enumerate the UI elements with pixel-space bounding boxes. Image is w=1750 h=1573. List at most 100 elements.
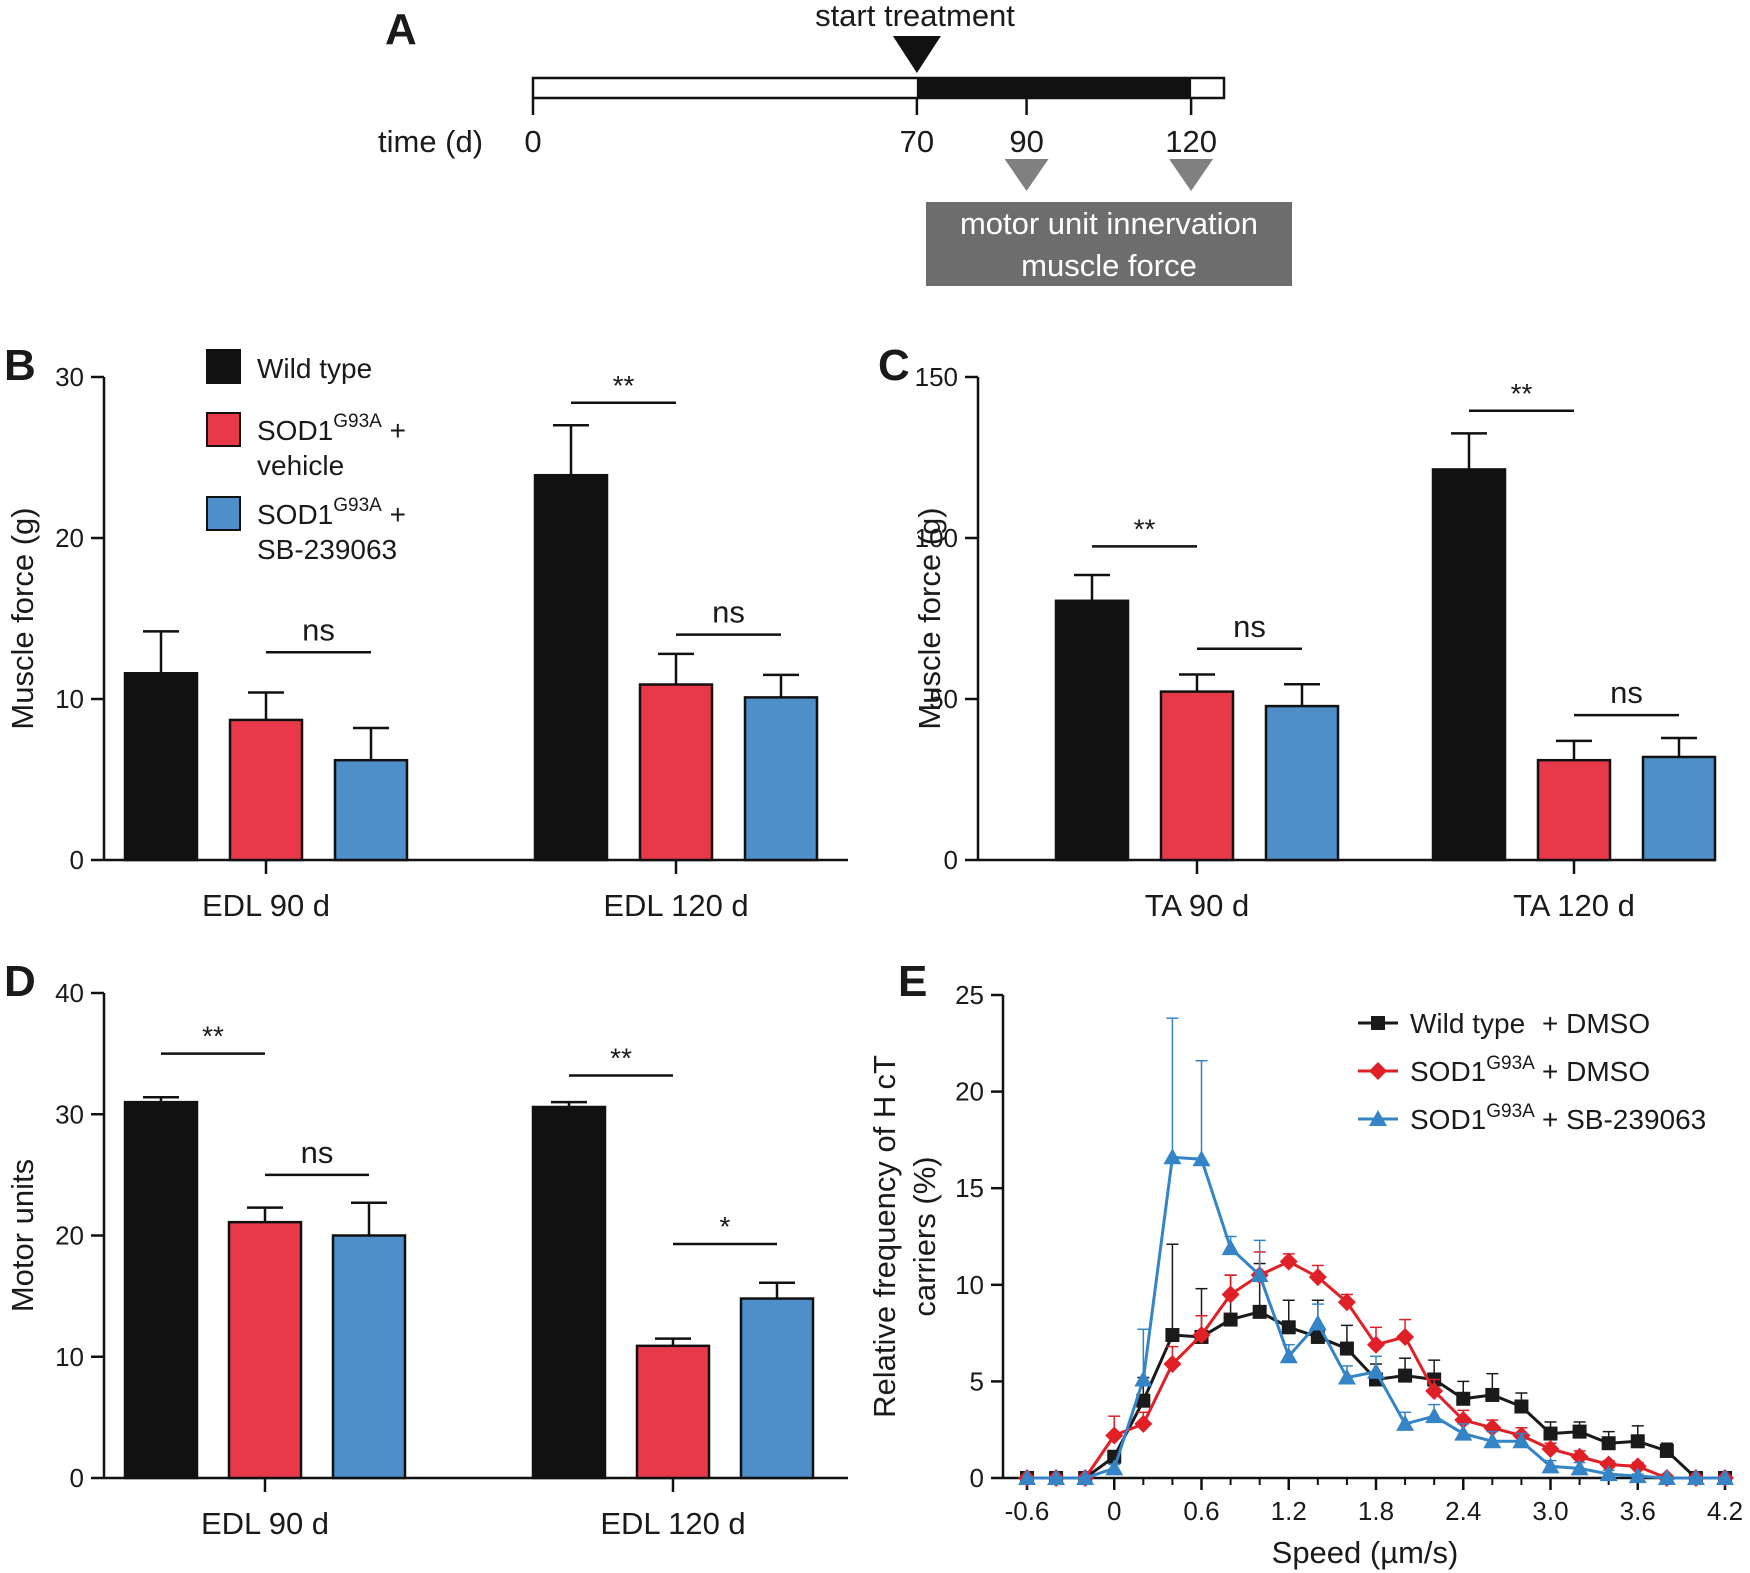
measurement-line-1: motor unit innervation [960, 206, 1258, 241]
x-tick-label: 3.0 [1532, 1496, 1568, 1526]
data-point [1367, 1335, 1385, 1354]
legend-label-name: Wild type [1410, 1008, 1525, 1039]
panel-label-a: A [385, 5, 417, 54]
y-tick-label: 0 [970, 1463, 984, 1493]
data-point [1018, 1469, 1036, 1485]
measurement-box [926, 202, 1292, 286]
y-tick-label: 10 [955, 1270, 984, 1300]
category-label: EDL 90 d [202, 888, 330, 923]
measurement-line-2: muscle force [1021, 248, 1197, 283]
bar [1159, 690, 1235, 862]
x-tick-label: 0 [1107, 1496, 1121, 1526]
legend-label-name: SOD1 [1410, 1104, 1486, 1135]
significance-label: * [720, 1211, 731, 1242]
measurement-marker [1169, 159, 1214, 191]
bar [531, 1105, 607, 1480]
data-point [1134, 1414, 1153, 1433]
significance-label: ** [613, 370, 635, 401]
data-point [1163, 1148, 1182, 1165]
chart-c-muscle-force-ta: C 0 50 100 150 Muscle force (g) TA 90 d ** ns TA … [878, 341, 1717, 923]
y-tick-label: 20 [55, 523, 84, 553]
legend-label-suffix: + [382, 499, 406, 530]
x-tick-label: 1.8 [1358, 1496, 1394, 1526]
legend-swatch [206, 412, 241, 447]
panel-label: D [4, 957, 36, 1006]
category-label: EDL 90 d [201, 1506, 329, 1541]
data-point [1396, 1414, 1415, 1431]
data-point [1541, 1457, 1560, 1474]
timeline-tick-label: 70 [900, 124, 934, 159]
data-point [1570, 1459, 1589, 1476]
y-tick-label: 100 [915, 523, 958, 553]
data-point [1279, 1252, 1298, 1271]
legend-label: Wild type [257, 353, 372, 384]
data-point [1136, 1393, 1151, 1408]
data-point [1716, 1469, 1734, 1485]
data-point [1105, 1459, 1124, 1476]
data-point [1599, 1455, 1618, 1474]
significance-label: ns [1610, 675, 1643, 710]
chart-d-motor-units: D 0 10 20 30 40 Motor units EDL 90 d ** ns EDL 120… [4, 957, 848, 1541]
category-label: EDL 120 d [603, 888, 748, 923]
bar [1054, 599, 1130, 862]
timeline-tick-label: 90 [1009, 124, 1043, 159]
y-axis-label: Muscle force (g) [5, 507, 40, 729]
data-point [1396, 1327, 1415, 1346]
bar [743, 696, 819, 862]
bar [123, 671, 199, 862]
data-point [1425, 1407, 1444, 1424]
data-point [1485, 1387, 1500, 1402]
y-tick-label: 0 [70, 1463, 84, 1493]
data-point [1369, 1062, 1387, 1080]
treatment-period [916, 78, 1192, 98]
legend-label: SOD1G93A + [257, 495, 406, 530]
data-point [1369, 1110, 1387, 1126]
bar [331, 1234, 407, 1480]
data-point [1337, 1368, 1356, 1385]
legend-label-superscript: G93A [333, 495, 382, 516]
legend-label-superscript: G93A [333, 411, 382, 432]
legend-label: SOD1G93A [1410, 1053, 1535, 1087]
bar [1536, 758, 1612, 862]
y-tick-label: 30 [55, 1099, 84, 1129]
data-point [1628, 1467, 1647, 1484]
bar [123, 1100, 199, 1480]
data-point [1425, 1382, 1444, 1401]
legend-label-suffix: + DMSO [1542, 1056, 1650, 1087]
x-tick-label: 1.2 [1271, 1496, 1307, 1526]
legend-label-name: SOD1 [257, 415, 333, 446]
data-point [1512, 1432, 1531, 1449]
bar [1264, 704, 1340, 862]
y-tick-label: 0 [944, 845, 958, 875]
significance-label: ns [302, 612, 335, 647]
significance-label: ns [712, 595, 745, 630]
data-point [1221, 1239, 1240, 1256]
bar [228, 718, 304, 862]
category-label: TA 90 d [1145, 888, 1250, 923]
legend-label-line2: SB-239063 [257, 534, 397, 565]
legend-label-suffix: + [382, 415, 406, 446]
timeline-tick-label: 120 [1165, 124, 1217, 159]
data-point [1570, 1447, 1589, 1466]
data-point [1192, 1150, 1211, 1167]
y-tick-label: 30 [55, 362, 84, 392]
y-tick-label: 25 [955, 980, 984, 1010]
y-tick-label: 15 [955, 1173, 984, 1203]
x-tick-label: 0.6 [1183, 1496, 1219, 1526]
data-point [1483, 1432, 1502, 1449]
y-tick-label: 50 [929, 684, 958, 714]
data-point [1192, 1326, 1211, 1345]
data-point [1541, 1440, 1560, 1459]
data-point [1337, 1293, 1356, 1312]
legend-label-suffix: + DMSO [1542, 1008, 1650, 1039]
y-axis-label: Muscle force (g) [912, 507, 947, 729]
y-axis-label: Motor units [5, 1159, 40, 1312]
x-axis-label: Speed (µm/s) [1272, 1535, 1459, 1570]
x-tick-label: 3.6 [1620, 1496, 1656, 1526]
legend-label-superscript: G93A [1486, 1101, 1535, 1122]
data-point [1456, 1391, 1471, 1406]
bar [333, 758, 409, 862]
data-point [1250, 1266, 1269, 1283]
data-point [1221, 1285, 1240, 1304]
legend-label-line2: vehicle [257, 450, 344, 481]
